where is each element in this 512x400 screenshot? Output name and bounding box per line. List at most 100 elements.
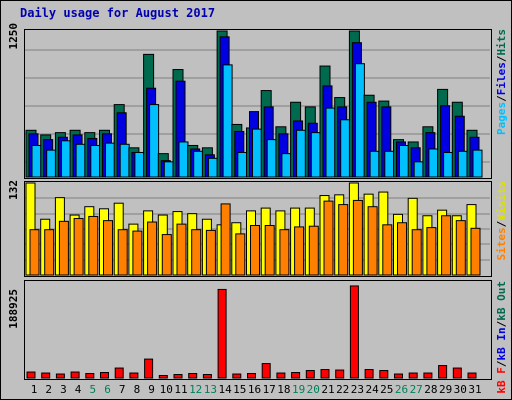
bar-pages-day-5	[90, 144, 101, 178]
x-tick-label-day-3: 3	[60, 383, 67, 396]
bar-sites-day-30	[455, 220, 466, 276]
x-tick-label-day-12: 12	[189, 383, 203, 396]
bar-pages-day-3	[60, 140, 71, 178]
x-tick-label-day-5: 5	[89, 383, 97, 396]
bar-pages-day-20	[310, 132, 321, 178]
bar-sites-day-4	[73, 218, 84, 276]
bar-pages-day-4	[75, 143, 86, 178]
bar-sites-day-31	[470, 227, 481, 276]
bar-pages-day-16	[252, 128, 262, 178]
bar-sites-day-12	[191, 229, 202, 276]
x-tick-label-day-26: 26	[394, 383, 409, 396]
bar-pages-day-15	[237, 151, 248, 178]
bar-pages-day-31	[472, 149, 483, 178]
bar-pages-day-22	[340, 119, 351, 178]
bar-sites-day-8	[132, 230, 143, 276]
bar-pages-day-30	[457, 150, 468, 178]
bar-kbytes-day-10	[158, 375, 168, 379]
bar-kbytes-day-27	[408, 372, 418, 379]
bar-pages-day-6	[105, 142, 115, 178]
x-tick-label-day-20: 20	[306, 383, 320, 396]
x-tick-label-day-29: 29	[438, 383, 453, 396]
panel-kbytes	[24, 280, 492, 380]
bar-pages-day-11	[178, 141, 189, 178]
x-tick-label-day-15: 15	[233, 383, 247, 396]
bar-pages-day-7	[119, 143, 130, 178]
bar-pages-day-28	[428, 148, 439, 178]
bar-kbytes-day-24	[364, 369, 374, 379]
bar-pages-day-18	[281, 153, 292, 178]
bar-pages-day-23	[354, 63, 365, 178]
bar-sites-day-5	[88, 215, 99, 276]
x-tick-label-day-23: 23	[350, 383, 365, 396]
bar-kbytes-day-23	[349, 285, 359, 379]
x-tick-label-day-25: 25	[380, 383, 394, 396]
bar-sites-day-13	[205, 229, 216, 276]
bar-kbytes-day-1	[26, 371, 36, 379]
bar-kbytes-day-28	[423, 372, 433, 379]
x-tick-label-day-21: 21	[321, 383, 335, 396]
bar-sites-day-16	[250, 225, 260, 276]
bar-sites-day-1	[29, 229, 40, 276]
bar-sites-day-18	[279, 229, 290, 276]
bar-kbytes-day-13	[202, 374, 212, 379]
x-tick-label-day-14: 14	[218, 383, 232, 396]
bar-pages-day-1	[31, 144, 42, 178]
bar-kbytes-day-21	[320, 369, 330, 379]
bar-sites-day-25	[382, 224, 393, 276]
bar-sites-day-20	[308, 225, 319, 276]
bar-kbytes-day-19	[291, 372, 301, 379]
bar-sites-day-24	[367, 206, 378, 276]
bar-pages-day-19	[296, 129, 307, 178]
x-tick-label-day-19: 19	[291, 383, 306, 396]
bar-kbytes-day-26	[394, 373, 403, 379]
x-tick-label-day-28: 28	[424, 383, 438, 396]
x-tick-label-day-1: 1	[30, 383, 38, 396]
bar-kbytes-day-18	[276, 372, 286, 379]
bar-pages-day-10	[163, 161, 174, 178]
bar-pages-day-9	[149, 104, 160, 178]
x-tick-label-day-11: 11	[174, 383, 188, 396]
bar-pages-day-2	[46, 149, 57, 178]
x-tick-label-day-24: 24	[365, 383, 379, 396]
bar-pages-day-27	[413, 161, 424, 178]
bar-sites-day-22	[338, 204, 349, 276]
x-tick-label-day-10: 10	[159, 383, 173, 396]
x-tick-label-day-31: 31	[468, 383, 482, 396]
bar-sites-day-28	[426, 227, 437, 276]
bar-sites-day-3	[58, 220, 69, 276]
bar-sites-day-26	[397, 222, 407, 276]
bar-pages-day-14	[222, 64, 233, 178]
bar-pages-day-21	[325, 107, 336, 178]
bar-kbytes-day-25	[379, 370, 389, 379]
bar-kbytes-day-29	[438, 365, 448, 379]
bar-pages-day-13	[207, 157, 218, 178]
bar-sites-day-15	[235, 233, 246, 276]
bar-pages-day-25	[384, 150, 395, 178]
bar-kbytes-day-7	[114, 367, 124, 379]
bar-pages-day-17	[266, 139, 277, 178]
x-tick-label-day-8: 8	[133, 383, 141, 396]
bar-kbytes-day-5	[85, 373, 95, 379]
bar-sites-day-21	[323, 200, 334, 276]
bar-sites-day-27	[411, 229, 422, 276]
bar-sites-day-7	[117, 229, 128, 276]
x-tick-label-day-6: 6	[104, 383, 111, 396]
chart-title: Daily usage for August 2017	[20, 6, 216, 20]
x-tick-label-day-18: 18	[277, 383, 291, 396]
bar-pages-day-24	[369, 150, 380, 178]
bar-pages-day-26	[399, 144, 409, 178]
bar-sites-day-29	[441, 215, 452, 276]
x-tick-label-day-30: 30	[453, 383, 467, 396]
bar-sites-day-19	[294, 226, 305, 276]
bar-kbytes-day-12	[188, 373, 198, 379]
bar-pages-day-29	[443, 151, 454, 178]
bar-kbytes-day-8	[129, 372, 139, 379]
bar-kbytes-day-22	[335, 369, 345, 379]
bar-sites-day-23	[352, 199, 363, 276]
bar-sites-day-17	[264, 225, 275, 276]
x-tick-label-day-17: 17	[262, 383, 276, 396]
bar-sites-day-9	[147, 221, 158, 276]
